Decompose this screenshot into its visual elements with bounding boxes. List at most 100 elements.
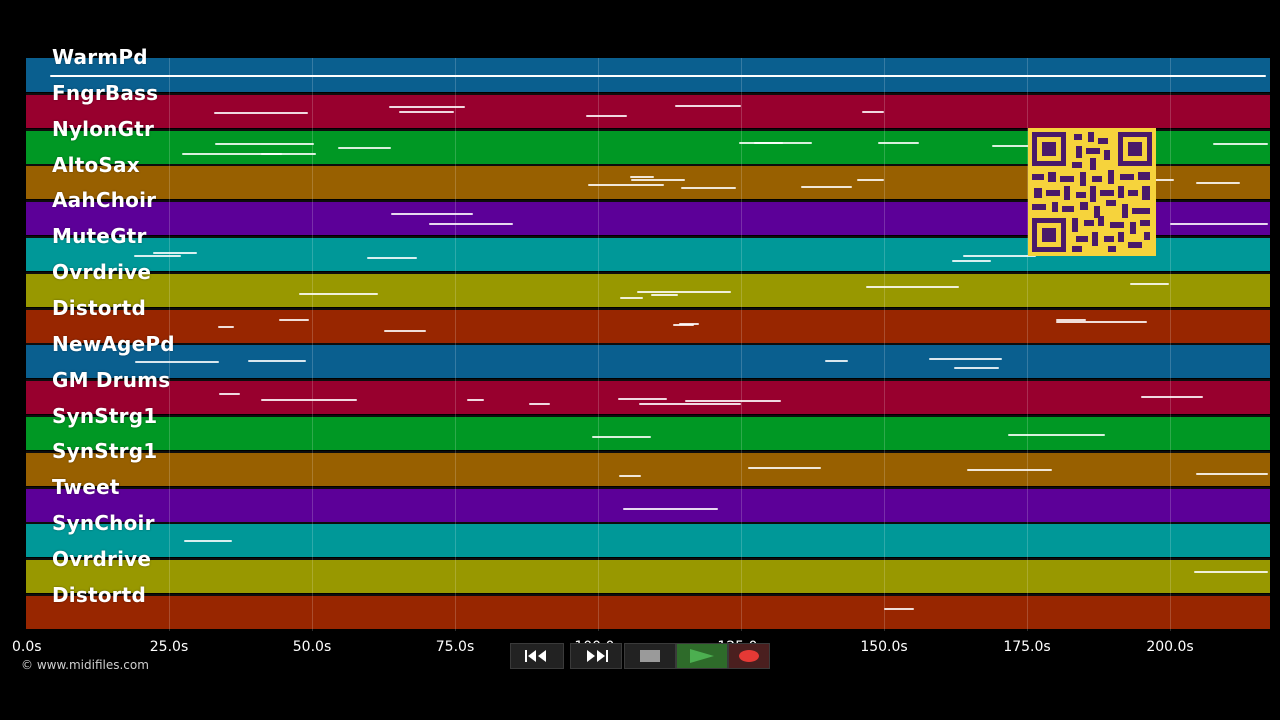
- note-mark: [366, 256, 418, 259]
- lane-divider: [26, 415, 1270, 417]
- note-mark: [675, 105, 741, 108]
- time-tick-label: 75.0s: [435, 639, 475, 655]
- note-mark: [1140, 396, 1204, 399]
- note-mark: [1056, 320, 1148, 323]
- time-gridline: [1170, 58, 1171, 631]
- time-gridline: [455, 58, 456, 631]
- stop-button[interactable]: [624, 643, 676, 669]
- time-tick-label: 50.0s: [292, 639, 332, 655]
- track-label: Distortd: [52, 583, 147, 607]
- track-lane: [26, 308, 1270, 343]
- note-mark: [637, 291, 731, 294]
- lane-divider: [26, 594, 1270, 596]
- note-mark: [963, 254, 1036, 257]
- note-mark: [1007, 433, 1106, 436]
- note-mark: [1193, 571, 1268, 574]
- time-gridline: [169, 58, 170, 631]
- note-mark: [684, 399, 782, 402]
- track-label: AltoSax: [52, 153, 140, 177]
- note-mark: [337, 147, 391, 150]
- note-mark: [679, 322, 699, 325]
- note-mark: [651, 293, 678, 296]
- track-lane: [26, 559, 1270, 594]
- note-mark: [865, 286, 959, 289]
- note-mark: [1212, 142, 1268, 145]
- track-label: MuteGtr: [52, 224, 147, 248]
- note-mark: [966, 468, 1053, 471]
- lane-divider: [26, 200, 1270, 203]
- time-tick-label: 25.0s: [149, 639, 189, 655]
- note-mark: [1169, 223, 1268, 226]
- note-mark: [928, 358, 1002, 361]
- note-mark: [391, 213, 473, 216]
- track-lane: [26, 380, 1270, 415]
- track-lane: [26, 272, 1270, 307]
- note-mark: [428, 223, 513, 226]
- lane-divider: [26, 92, 1270, 95]
- note-mark: [389, 106, 465, 108]
- copyright-text: © www.midifiles.com: [21, 658, 149, 672]
- track-lane: [26, 93, 1270, 128]
- note-mark: [183, 539, 233, 542]
- track-label: WarmPd: [52, 45, 148, 69]
- note-mark: [1129, 283, 1169, 286]
- note-mark: [884, 607, 915, 610]
- track-label: Ovrdrive: [52, 547, 152, 571]
- note-mark: [261, 152, 317, 155]
- time-tick-label: 150.0s: [860, 639, 908, 655]
- time-tick-label: 200.0s: [1146, 639, 1194, 655]
- note-mark: [1195, 473, 1268, 476]
- note-mark: [182, 153, 282, 156]
- lane-divider: [26, 271, 1270, 274]
- note-mark: [213, 112, 309, 115]
- note-mark: [218, 392, 240, 395]
- time-gridline: [884, 58, 885, 631]
- note-mark: [217, 326, 235, 329]
- lane-divider: [26, 450, 1270, 453]
- note-mark: [630, 176, 654, 179]
- track-label: NewAgePd: [52, 332, 175, 356]
- note-mark: [135, 360, 219, 363]
- track-lane: [26, 416, 1270, 450]
- note-mark: [279, 318, 309, 321]
- note-mark: [133, 255, 182, 258]
- note-mark: [672, 323, 694, 326]
- note-mark: [620, 296, 644, 299]
- note-mark: [383, 329, 426, 332]
- rewind-icon: [525, 650, 546, 662]
- note-mark: [953, 367, 999, 370]
- note-mark: [639, 402, 742, 405]
- lane-divider: [26, 343, 1270, 346]
- note-mark: [738, 141, 784, 144]
- lane-divider: [26, 236, 1270, 238]
- transport-controls: [510, 643, 770, 669]
- note-mark: [619, 475, 641, 478]
- track-label: Ovrdrive: [52, 260, 152, 284]
- note-mark: [824, 360, 848, 363]
- note-mark: [50, 75, 1266, 77]
- note-mark: [801, 186, 853, 189]
- note-mark: [298, 292, 378, 295]
- note-mark: [587, 184, 665, 187]
- play-button[interactable]: [676, 643, 728, 669]
- lane-divider: [26, 558, 1270, 561]
- note-mark: [857, 178, 885, 181]
- time-gridline: [598, 58, 599, 631]
- time-gridline: [312, 58, 313, 631]
- time-gridline: [1027, 58, 1028, 631]
- lane-divider: [26, 307, 1270, 310]
- track-label: SynStrg1: [52, 404, 158, 428]
- track-label: Tweet: [52, 475, 120, 499]
- track-label: GM Drums: [52, 368, 171, 392]
- fast-forward-button[interactable]: [570, 643, 622, 669]
- track-label: AahChoir: [52, 188, 157, 212]
- note-mark: [681, 187, 736, 190]
- rewind-button[interactable]: [510, 643, 564, 669]
- qr-code-icon: [1028, 128, 1156, 256]
- note-mark: [215, 142, 314, 145]
- track-lane: [26, 487, 1270, 522]
- track-lane: [26, 344, 1270, 379]
- record-button[interactable]: [728, 643, 770, 669]
- track-label: NylonGtr: [52, 117, 155, 141]
- note-mark: [528, 402, 551, 405]
